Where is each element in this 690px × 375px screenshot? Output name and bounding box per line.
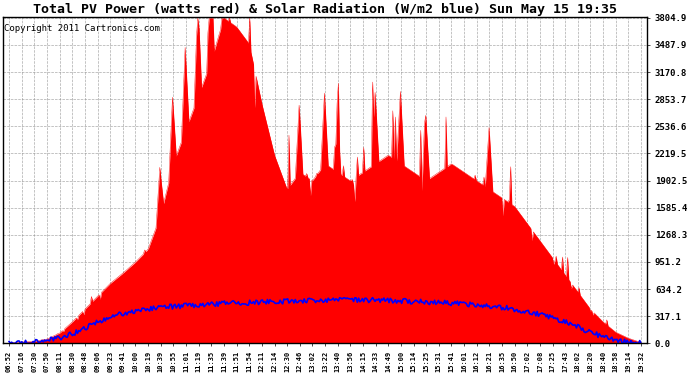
Text: Copyright 2011 Cartronics.com: Copyright 2011 Cartronics.com bbox=[4, 24, 160, 33]
Title: Total PV Power (watts red) & Solar Radiation (W/m2 blue) Sun May 15 19:35: Total PV Power (watts red) & Solar Radia… bbox=[33, 3, 617, 16]
